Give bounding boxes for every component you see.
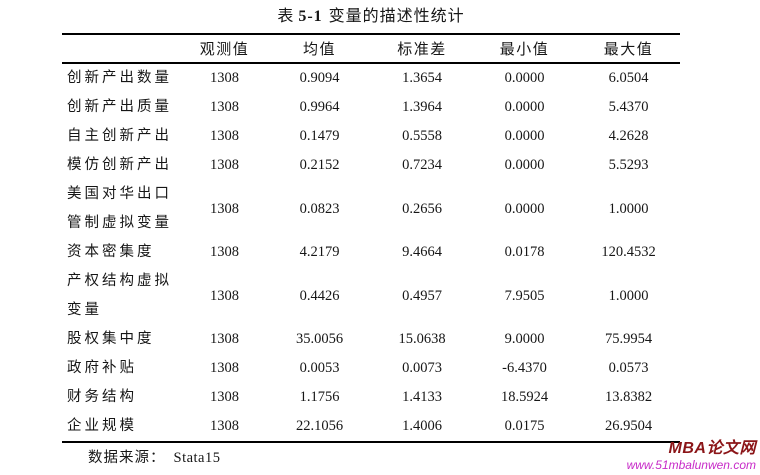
cell-std-dev: 1.3654 — [402, 70, 442, 86]
cell-min: 9.0000 — [504, 331, 545, 347]
row-label: 产权结构虚拟 变量 — [67, 273, 172, 318]
cell-observations: 1308 — [210, 244, 239, 260]
cell-min: 0.0000 — [504, 99, 545, 115]
table-row: 美国对华出口 管制虚拟变量 1308 0.0823 0.2656 0.0000 1.0000 — [62, 180, 680, 238]
cell-min: 0.0175 — [504, 418, 545, 434]
cell-min: 0.0000 — [504, 70, 545, 86]
col-header-min: 最小值 — [472, 34, 577, 64]
row-label: 模仿创新产出 — [67, 157, 172, 173]
data-source-label: 数据来源： — [88, 450, 166, 466]
cell-min: 0.0000 — [504, 200, 545, 217]
cell-mean: 0.0823 — [299, 200, 340, 217]
watermark-site-url: www.51mbalunwen.com — [626, 458, 756, 472]
cell-observations: 1308 — [210, 70, 239, 86]
table-row: 财务结构 1308 1.1756 1.4133 18.5924 13.8382 — [62, 383, 680, 412]
cell-observations: 1308 — [210, 128, 239, 144]
cell-observations: 1308 — [210, 99, 239, 115]
cell-max: 5.4370 — [608, 99, 649, 115]
cell-std-dev: 1.4006 — [402, 418, 442, 434]
cell-observations: 1308 — [210, 157, 239, 173]
cell-min: 7.9505 — [504, 287, 545, 304]
col-header-mean: 均值 — [267, 34, 372, 64]
title-prefix: 表 — [277, 8, 295, 25]
table-row: 创新产出数量 1308 0.9094 1.3654 0.0000 6.0504 — [62, 63, 680, 93]
cell-std-dev: 0.2656 — [402, 200, 442, 217]
cell-max: 13.8382 — [604, 389, 653, 405]
data-source-note: 数据来源： Stata15 — [88, 449, 221, 467]
table-row: 产权结构虚拟 变量 1308 0.4426 0.4957 7.9505 1.0000 — [62, 267, 680, 325]
table-row: 资本密集度 1308 4.2179 9.4664 0.0178 120.4532 — [62, 238, 680, 267]
cell-mean: 0.1479 — [299, 128, 340, 144]
cell-std-dev: 0.0073 — [402, 360, 442, 376]
table-row: 模仿创新产出 1308 0.2152 0.7234 0.0000 5.5293 — [62, 151, 680, 180]
cell-max: 120.4532 — [601, 244, 656, 260]
col-header-observations: 观测值 — [182, 34, 267, 64]
row-label: 股权集中度 — [67, 331, 155, 347]
cell-std-dev: 1.3964 — [402, 99, 442, 115]
row-label: 创新产出数量 — [67, 70, 172, 86]
row-label: 创新产出质量 — [67, 99, 172, 115]
cell-mean: 35.0056 — [295, 331, 344, 347]
col-header-variable — [62, 34, 182, 64]
cell-observations: 1308 — [210, 200, 239, 217]
title-text: 变量的描述性统计 — [328, 8, 465, 25]
cell-std-dev: 0.5558 — [402, 128, 442, 144]
cell-max: 1.0000 — [608, 200, 649, 217]
cell-min: 0.0178 — [504, 244, 545, 260]
table-body: 创新产出数量 1308 0.9094 1.3654 0.0000 6.0504 创新产出质量… — [62, 63, 680, 442]
data-source-value: Stata15 — [173, 450, 221, 466]
row-label: 政府补贴 — [67, 360, 137, 376]
header-row: 观测值 均值 标准差 最小值 最大值 — [62, 34, 680, 64]
cell-max: 0.0573 — [608, 360, 649, 376]
cell-min: 18.5924 — [500, 389, 549, 405]
cell-max: 1.0000 — [608, 287, 649, 304]
table-row: 创新产出质量 1308 0.9964 1.3964 0.0000 5.4370 — [62, 93, 680, 122]
cell-mean: 4.2179 — [299, 244, 340, 260]
cell-min: 0.0000 — [504, 128, 545, 144]
descriptive-statistics-table: 观测值 均值 标准差 最小值 最大值 创新产出数量 1308 0.9094 1.365… — [62, 33, 680, 443]
cell-std-dev: 0.4957 — [402, 287, 442, 304]
cell-mean: 22.1056 — [295, 418, 344, 434]
col-header-max: 最大值 — [577, 34, 680, 64]
cell-observations: 1308 — [210, 418, 239, 434]
col-header-std-dev: 标准差 — [372, 34, 472, 64]
cell-mean: 0.4426 — [299, 287, 340, 304]
watermark-site-name: MBA论文网 — [668, 440, 756, 457]
cell-observations: 1308 — [210, 360, 239, 376]
row-label: 美国对华出口 管制虚拟变量 — [67, 186, 172, 231]
cell-std-dev: 9.4664 — [402, 244, 442, 260]
cell-std-dev: 1.4133 — [402, 389, 442, 405]
table-row: 政府补贴 1308 0.0053 0.0073 -6.4370 0.0573 — [62, 354, 680, 383]
cell-mean: 0.9964 — [299, 99, 340, 115]
cell-max: 6.0504 — [608, 70, 649, 86]
table-row: 企业规模 1308 22.1056 1.4006 0.0175 26.9504 — [62, 412, 680, 442]
cell-max: 75.9954 — [604, 331, 653, 347]
cell-mean: 0.0053 — [299, 360, 340, 376]
row-label: 财务结构 — [67, 389, 137, 405]
cell-observations: 1308 — [210, 287, 239, 304]
cell-max: 26.9504 — [604, 418, 653, 434]
row-label: 资本密集度 — [67, 244, 155, 260]
cell-observations: 1308 — [210, 389, 239, 405]
cell-mean: 1.1756 — [299, 389, 340, 405]
cell-min: 0.0000 — [504, 157, 545, 173]
cell-min: -6.4370 — [502, 360, 547, 376]
cell-std-dev: 15.0638 — [398, 331, 446, 347]
watermark: MBA论文网 www.51mbalunwen.com — [626, 440, 756, 472]
row-label: 自主创新产出 — [67, 128, 172, 144]
cell-observations: 1308 — [210, 331, 239, 347]
table-row: 股权集中度 1308 35.0056 15.0638 9.0000 75.9954 — [62, 325, 680, 354]
cell-mean: 0.2152 — [299, 157, 340, 173]
title-number: 5-1 — [298, 8, 323, 25]
row-label: 企业规模 — [67, 418, 137, 434]
cell-max: 5.5293 — [608, 157, 649, 173]
table-row: 自主创新产出 1308 0.1479 0.5558 0.0000 4.2628 — [62, 122, 680, 151]
cell-max: 4.2628 — [608, 128, 649, 144]
cell-std-dev: 0.7234 — [402, 157, 442, 173]
cell-mean: 0.9094 — [299, 70, 340, 86]
table-title: 表 5-1 变量的描述性统计 — [62, 6, 680, 28]
